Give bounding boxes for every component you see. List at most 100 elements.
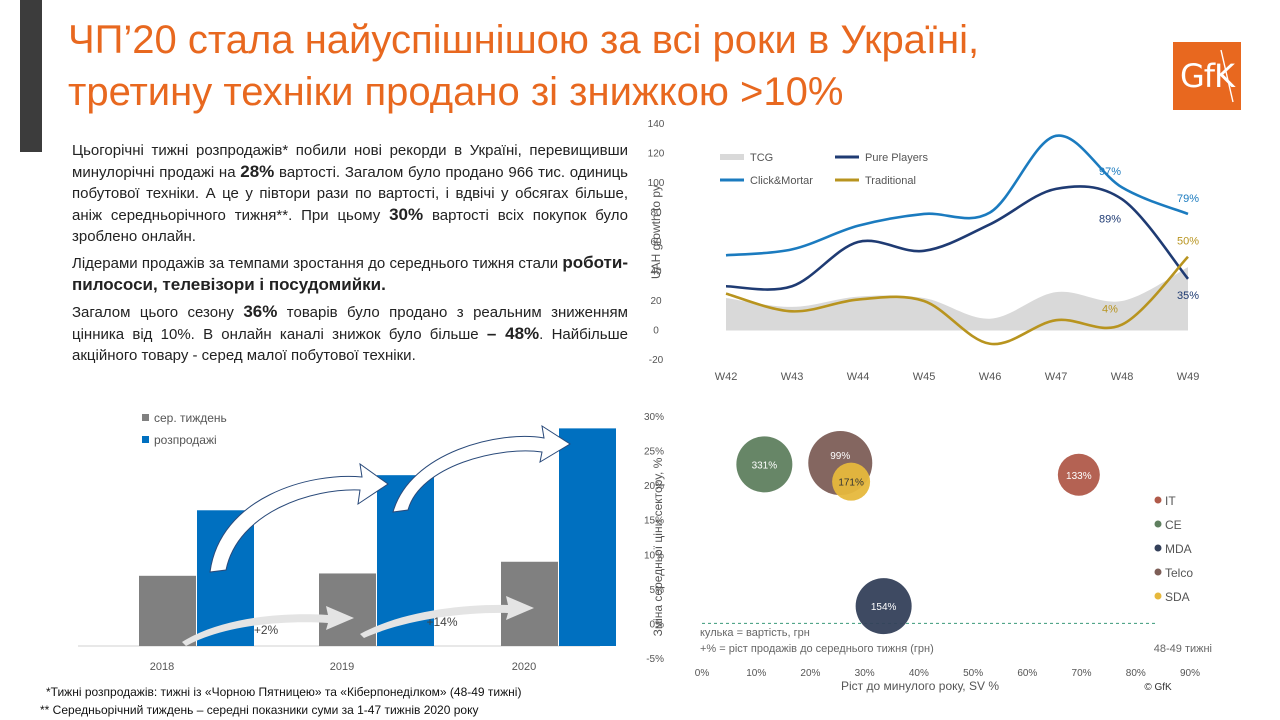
- y-tick-label: 80: [650, 208, 662, 219]
- y-tick-label: 10%: [644, 550, 664, 561]
- x-tick-label: W47: [1045, 371, 1068, 383]
- bubble-label: 99%: [830, 451, 850, 462]
- x-tick-label: 80%: [1126, 668, 1146, 679]
- y-tick-label: 20%: [644, 481, 664, 492]
- bar-growth-annotation: +14%: [426, 615, 457, 629]
- y-tick-label: 0: [653, 326, 659, 337]
- y-tick-label: 30%: [644, 412, 664, 423]
- bar-growth-annotation: +25%: [279, 505, 310, 519]
- legend-label: Telco: [1165, 566, 1193, 580]
- p2-text-a: Лідерами продажів за темпами зростання д…: [72, 255, 563, 272]
- y-tick-label: 60: [650, 237, 662, 248]
- bubble-note-growth: +% = ріст продажів до середнього тижня (…: [700, 643, 934, 655]
- x-tick-label: 0%: [695, 668, 710, 679]
- line-series-click-mortar: [725, 134, 1189, 257]
- x-tick-label: 2019: [330, 661, 354, 673]
- legend-swatch: [142, 436, 149, 443]
- side-accent-bar: [20, 0, 42, 152]
- y-tick-label: 40: [650, 267, 662, 278]
- line-series-traditional: [725, 255, 1189, 346]
- data-label: 79%: [1177, 193, 1199, 205]
- p1-text-a: Цьогорічні тижні розпродажів* побили нов…: [72, 142, 628, 181]
- y-axis-label: Зміна середньої ціни сектору, %: [651, 457, 665, 636]
- y-tick-label: 100: [648, 178, 665, 189]
- summary-text: Цьогорічні тижні розпродажів* побили нов…: [72, 140, 628, 371]
- p1-highlight-28: 28%: [240, 162, 275, 181]
- x-tick-label: 30%: [855, 668, 875, 679]
- p3-text-a: Загалом цього сезону: [72, 304, 244, 321]
- p1-text-c: вартості. Загалом було продано 966 тис. …: [72, 164, 628, 224]
- p1-text-e: вартості всіх покупок було зроблено онла…: [72, 207, 628, 245]
- line-chart-svg: 140 120 100 80 60 40 20 0 -20 W42 W43 W44 W45 W46 W47 W…: [648, 119, 1200, 383]
- bubble-label: 171%: [838, 478, 864, 489]
- bar-chart-svg: 2018 2019 2020 сер. тиждень розпродажі +2% +14…: [78, 411, 616, 673]
- x-tick-label: 50%: [963, 668, 983, 679]
- x-tick-label: 70%: [1072, 668, 1092, 679]
- p2-leaders: роботи-пилососи, телевізори і посудомийк…: [72, 253, 628, 294]
- x-tick-label: 2020: [512, 661, 536, 673]
- page-title: ЧП’20 стала найуспішнішою за всі роки в …: [68, 14, 1148, 118]
- area-series-tcg: [726, 267, 1188, 331]
- legend-label: SDA: [1165, 590, 1190, 604]
- bar-growth-annotation: +28%: [456, 463, 487, 477]
- p3-highlight-48: – 48%: [486, 324, 540, 343]
- x-tick-label: 90%: [1180, 668, 1200, 679]
- legend-swatch: [1154, 592, 1162, 600]
- gfk-logo: GfK: [1173, 42, 1241, 110]
- bubble-mda: [855, 578, 912, 635]
- legend-label: CE: [1165, 518, 1182, 532]
- bubble-label: 154%: [871, 602, 897, 613]
- arrow-sale-2018-2019-icon: [209, 462, 389, 573]
- data-label: 50%: [1177, 236, 1199, 248]
- line-chart: 140 120 100 80 60 40 20 0 -20 W42 W43 W44 W45 W46 W47 W…: [640, 112, 1225, 390]
- legend-label: сер. тиждень: [154, 411, 227, 425]
- legend-label: Pure Players: [865, 152, 928, 164]
- x-tick-label: 20%: [800, 668, 820, 679]
- summary-paragraph-1: Цьогорічні тижні розпродажів* побили нов…: [72, 140, 628, 247]
- y-tick-label: 15%: [644, 516, 664, 527]
- y-tick-label: 140: [648, 119, 665, 130]
- legend-swatch: [142, 414, 149, 421]
- footnote-1: *Тижні розпродажів: тижні із «Чорною Пят…: [46, 685, 522, 699]
- p3-text-e: . Найбільше акційного товару - серед мал…: [72, 326, 629, 364]
- x-tick-label: 10%: [746, 668, 766, 679]
- bubble-note-size: кулька = вартість, грн: [700, 627, 810, 639]
- bubble-label: 133%: [1066, 471, 1092, 482]
- bubble-note-weeks: 48-49 тижні: [1154, 643, 1212, 655]
- data-label: 89%: [1099, 213, 1121, 225]
- page-title-line2: третину техніки продано зі знижкою >10%: [68, 70, 844, 114]
- legend-label: розпродажі: [154, 433, 217, 447]
- x-tick-label: 60%: [1017, 668, 1037, 679]
- legend-swatch: [1154, 520, 1162, 528]
- x-tick-label: W48: [1111, 371, 1134, 383]
- bar-growth-annotation: +2%: [254, 623, 279, 637]
- legend-swatch: [1154, 568, 1162, 576]
- y-tick-label: 120: [648, 149, 665, 160]
- x-tick-label: W42: [715, 371, 738, 383]
- x-tick-label: 2018: [150, 661, 174, 673]
- summary-paragraph-2: Лідерами продажів за темпами зростання д…: [72, 252, 628, 296]
- y-tick-label: 20: [650, 296, 662, 307]
- x-tick-label: W45: [913, 371, 936, 383]
- p1-highlight-30: 30%: [389, 205, 424, 224]
- legend-label: Traditional: [865, 175, 916, 187]
- arrow-avg-2019-2020-icon: [360, 596, 534, 638]
- data-label: 35%: [1177, 290, 1199, 302]
- bubble-ce: [736, 436, 793, 493]
- bubble-label: 331%: [752, 460, 778, 471]
- arrow-sale-2019-2020-icon: [392, 424, 571, 513]
- y-tick-label: -20: [649, 355, 664, 366]
- page-title-line1: ЧП’20 стала найуспішнішою за всі роки в …: [68, 18, 980, 62]
- y-tick-label: 5%: [650, 585, 665, 596]
- bubble-chart-svg: 30% 25% 20% 15% 10% 5% 0% -5% 0% 10% 20% 30% 40% 50% 6…: [644, 412, 1212, 693]
- x-tick-label: W43: [781, 371, 804, 383]
- x-axis-label: Ріст до минулого року, SV %: [841, 679, 999, 693]
- x-tick-label: W49: [1177, 371, 1200, 383]
- logo-slash-icon: [1220, 49, 1234, 103]
- bar-chart: 2018 2019 2020 сер. тиждень розпродажі +2% +14…: [70, 402, 616, 680]
- legend-label: TCG: [750, 152, 773, 164]
- y-axis-label: UAH growth to py: [649, 185, 663, 279]
- legend-swatch: [1154, 496, 1162, 504]
- bubble-it: [1057, 453, 1100, 496]
- x-tick-label: W44: [847, 371, 870, 383]
